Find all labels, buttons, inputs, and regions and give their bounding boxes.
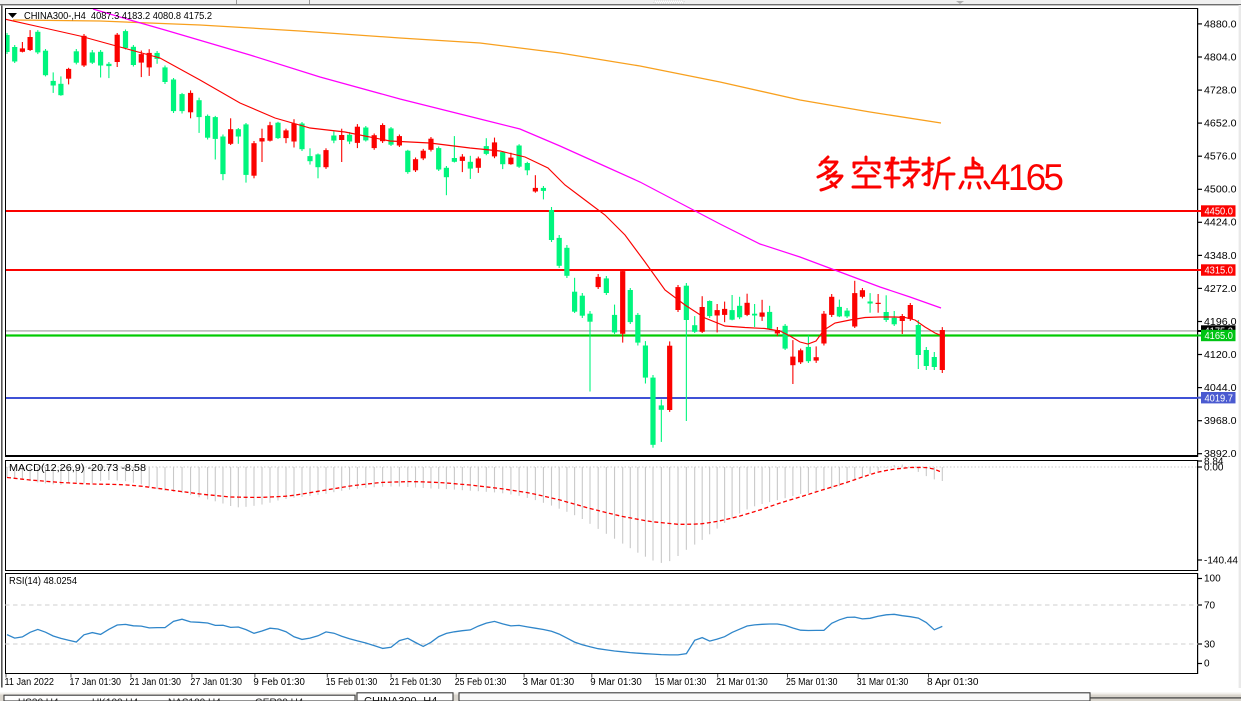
svg-text:4424.0: 4424.0 xyxy=(1204,218,1237,229)
svg-text:9 Mar 01:30: 9 Mar 01:30 xyxy=(590,677,642,688)
svg-text:UK100,H4: UK100,H4 xyxy=(92,698,139,701)
svg-text:4120.0: 4120.0 xyxy=(1204,350,1237,361)
svg-text:US30,H4: US30,H4 xyxy=(18,698,59,701)
svg-text:0.00: 0.00 xyxy=(1204,463,1224,474)
svg-text:4348.0: 4348.0 xyxy=(1204,251,1237,262)
svg-text:CHINA300-,H4: CHINA300-,H4 xyxy=(364,696,437,701)
svg-text:4044.0: 4044.0 xyxy=(1204,383,1237,394)
svg-text:8.84: 8.84 xyxy=(1204,456,1224,467)
svg-text:3968.0: 3968.0 xyxy=(1204,416,1237,427)
svg-text:15 Mar 01:30: 15 Mar 01:30 xyxy=(655,677,707,688)
svg-text:4315.0: 4315.0 xyxy=(1205,266,1234,277)
svg-text:11 Jan 2022: 11 Jan 2022 xyxy=(5,677,55,688)
svg-text:4728.0: 4728.0 xyxy=(1204,86,1237,97)
svg-text:4019.7: 4019.7 xyxy=(1205,393,1234,404)
svg-text:25 Feb 01:30: 25 Feb 01:30 xyxy=(455,677,507,688)
svg-text:RSI(14) 48.0254: RSI(14) 48.0254 xyxy=(9,576,77,587)
svg-text:4880.0: 4880.0 xyxy=(1204,19,1237,30)
svg-text:NAS100,H4: NAS100,H4 xyxy=(168,698,221,701)
svg-text:4500.0: 4500.0 xyxy=(1204,185,1237,196)
svg-text:0: 0 xyxy=(1204,659,1210,670)
svg-text:4165: 4165 xyxy=(990,157,1064,198)
svg-text:4196.0: 4196.0 xyxy=(1204,317,1237,328)
svg-text:21 Jan 01:30: 21 Jan 01:30 xyxy=(130,677,182,688)
svg-text:4652.0: 4652.0 xyxy=(1204,119,1237,130)
svg-text:8 Apr 01:30: 8 Apr 01:30 xyxy=(927,677,979,688)
svg-text:21 Mar 01:30: 21 Mar 01:30 xyxy=(716,677,768,688)
svg-text:100: 100 xyxy=(1204,574,1221,585)
svg-text:30: 30 xyxy=(1204,639,1216,650)
svg-text:27 Jan 01:30: 27 Jan 01:30 xyxy=(190,677,242,688)
svg-text:70: 70 xyxy=(1204,600,1216,611)
svg-text:31 Mar 01:30: 31 Mar 01:30 xyxy=(857,677,909,688)
svg-text:4165.0: 4165.0 xyxy=(1205,331,1234,342)
svg-text:CHINA300-,H4 4087.3 4183.2 40: CHINA300-,H4 4087.3 4183.2 4080.8 4175.2 xyxy=(24,10,212,22)
svg-text:4576.0: 4576.0 xyxy=(1204,152,1237,163)
svg-text:9 Feb 01:30: 9 Feb 01:30 xyxy=(253,677,305,688)
svg-text:15 Feb 01:30: 15 Feb 01:30 xyxy=(326,677,378,688)
svg-text:3892.0: 3892.0 xyxy=(1204,449,1237,460)
svg-text:17 Jan 01:30: 17 Jan 01:30 xyxy=(70,677,122,688)
svg-text:-140.44: -140.44 xyxy=(1204,556,1238,567)
svg-text:3 Mar 01:30: 3 Mar 01:30 xyxy=(523,677,575,688)
svg-text:MACD(12,26,9) -20.73 -8.58: MACD(12,26,9) -20.73 -8.58 xyxy=(9,463,146,474)
svg-text:4272.0: 4272.0 xyxy=(1204,284,1237,295)
svg-text:25 Mar 01:30: 25 Mar 01:30 xyxy=(786,677,838,688)
svg-text:4804.0: 4804.0 xyxy=(1204,52,1237,63)
svg-text:GER30,H4: GER30,H4 xyxy=(255,698,304,701)
svg-text:4450.0: 4450.0 xyxy=(1205,207,1234,218)
svg-text:21 Feb 01:30: 21 Feb 01:30 xyxy=(390,677,442,688)
